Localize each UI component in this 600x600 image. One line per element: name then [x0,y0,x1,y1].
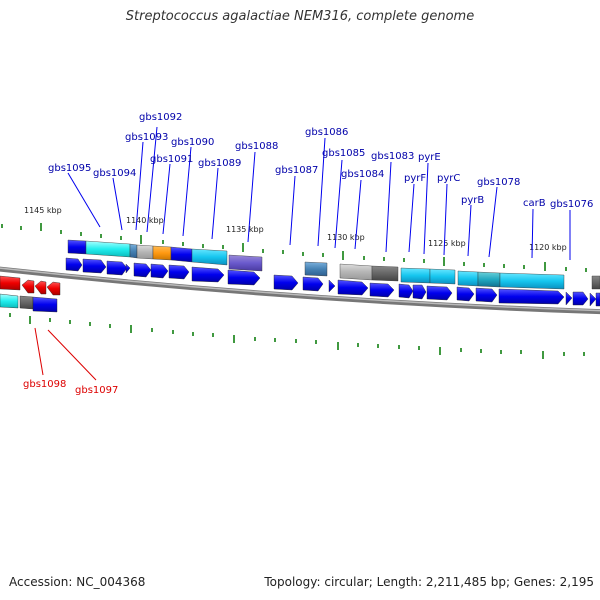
cds-arrow [106,260,128,276]
scale-labels: 1145 kbp 1140 kbp 1135 kbp 1130 kbp 1125… [24,206,567,252]
gene-label[interactable]: pyrB [461,195,484,206]
gene-label[interactable]: pyrF [404,173,426,184]
cds-arrow [133,262,152,278]
gene-label[interactable]: gbs1076 [550,199,593,210]
feature-block [228,254,263,272]
scale-ticks-top [1,223,587,272]
feature-block [499,272,565,290]
cds-arrow [191,266,225,283]
gene-label[interactable]: gbs1087 [275,165,318,176]
scale-label: 1120 kbp [529,243,567,252]
gene-label[interactable]: gbs1097 [75,385,118,396]
cds-arrow [426,285,453,301]
gene-label[interactable]: gbs1083 [371,151,414,162]
feature-block [32,296,58,313]
feature-block [19,295,34,310]
cds-arrows-top[interactable] [65,257,600,307]
gene-label[interactable]: gbs1091 [150,154,193,165]
scale-label: 1125 kbp [428,239,466,248]
feature-block [67,239,87,255]
cds-arrow [227,269,261,286]
feature-track-top[interactable] [67,239,600,290]
cds-arrow [273,274,299,291]
cds-arrow [46,281,61,296]
genome-summary-text: Topology: circular; Length: 2,211,485 bp… [264,575,594,589]
cds-arrow [34,280,47,295]
feature-block [152,245,172,261]
feature-block [85,240,131,258]
feature-block [129,243,138,259]
scale-ticks-bottom [9,313,585,359]
feature-block [429,268,456,285]
feature-block [400,267,431,284]
gene-label[interactable]: gbs1089 [198,158,241,169]
cds-arrows-bottom[interactable] [0,275,61,313]
gene-label[interactable]: pyrC [437,173,460,184]
cds-arrow [65,257,83,272]
feature-block [477,271,501,288]
gene-labels-top[interactable]: gbs1095 gbs1094 gbs1093 gbs1092 gbs1091 … [48,112,593,210]
feature-block [136,244,154,260]
gene-labels-bottom[interactable]: gbs1098 gbs1097 [23,379,118,396]
cds-arrow [595,292,600,307]
accession-text: Accession: NC_004368 [9,575,146,589]
cds-arrow [369,282,395,298]
cds-arrow [82,258,107,274]
gene-label[interactable]: gbs1088 [235,141,278,152]
cds-arrow [498,288,565,305]
genome-backbone-highlight [0,267,600,312]
label-leaders-top [67,126,571,260]
feature-block [0,293,19,309]
cds-arrow [150,263,169,279]
cds-arrow [589,292,597,307]
feature-block [339,263,373,281]
cds-arrow [168,264,190,280]
gene-label[interactable]: gbs1085 [322,148,365,159]
feature-block [191,248,228,266]
cds-arrow [398,283,414,299]
cds-arrow [0,275,21,291]
feature-block [170,246,193,263]
feature-block [457,270,479,287]
feature-block [371,265,399,282]
gene-label[interactable]: gbs1090 [171,137,214,148]
gene-label[interactable]: gbs1093 [125,132,168,143]
cds-arrow [328,279,336,293]
gene-label[interactable]: carB [523,198,546,209]
scale-label: 1145 kbp [24,206,62,215]
scale-label: 1140 kbp [126,216,164,225]
gene-label[interactable]: pyrE [418,152,441,163]
feature-block [591,275,600,290]
feature-block [304,261,328,277]
gene-label[interactable]: gbs1086 [305,127,348,138]
gene-label[interactable]: gbs1098 [23,379,66,390]
gene-label[interactable]: gbs1094 [93,168,136,179]
cds-arrow [456,286,475,302]
scale-label: 1135 kbp [226,225,264,234]
genome-backbone [0,266,600,315]
gene-label[interactable]: gbs1078 [477,177,520,188]
cds-arrow [337,279,369,296]
gene-label[interactable]: gbs1092 [139,112,182,123]
cds-arrow [21,279,35,294]
map-title: Streptococcus agalactiae NEM316, complet… [125,9,475,24]
cds-arrow [125,263,131,274]
cds-arrow [565,291,573,306]
scale-label: 1130 kbp [327,233,365,242]
gene-label[interactable]: gbs1084 [341,169,384,180]
gene-label[interactable]: gbs1095 [48,163,91,174]
label-leaders-bottom [34,327,97,381]
cds-arrow [412,284,427,300]
cds-arrow [302,276,324,292]
cds-arrow [572,291,589,306]
cds-arrow [475,287,498,303]
